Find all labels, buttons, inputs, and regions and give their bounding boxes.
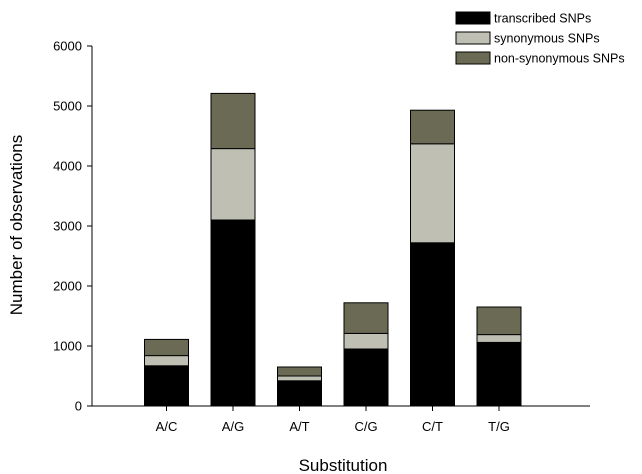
bar-transcribed-snps-a-g [210,219,256,407]
x-tick-label: A/G [222,419,244,434]
y-tick-label: 3000 [53,219,82,234]
y-tick-label: 0 [75,399,82,414]
bar-synonymous-snps-c-g [343,332,389,350]
bar-synonymous-snps-a-t [277,375,322,382]
bar-synonymous-snps-t-g [476,334,522,343]
bar-non-synonymous-snps-c-t [410,109,455,145]
y-tick-label: 2000 [53,279,82,294]
x-tick-label: A/T [289,419,309,434]
y-tick-label: 1000 [53,339,82,354]
bar-synonymous-snps-a-c [144,355,189,367]
y-tick-label: 4000 [53,159,82,174]
legend-label-synonymous-snps: synonymous SNPs [494,32,600,46]
x-tick-label: C/G [354,419,377,434]
bar-transcribed-snps-c-g [343,348,389,407]
plot-area [144,92,522,407]
x-tick-label: C/T [422,419,443,434]
bar-non-synonymous-snps-t-g [476,306,522,336]
legend-swatch-non-synonymous-snps [455,51,491,65]
bar-non-synonymous-snps-a-g [210,92,256,150]
legend-label-non-synonymous-snps: non-synonymous SNPs [494,52,625,66]
bar-transcribed-snps-c-t [410,242,455,407]
bar-synonymous-snps-c-t [410,143,455,244]
bar-non-synonymous-snps-c-g [343,302,389,334]
legend: transcribed SNPs synonymous SNPs non-synon… [455,11,625,66]
y-axis: 0 1000 2000 3000 4000 5000 6000 [53,39,93,414]
y-axis-title: Number of observations [7,135,26,315]
bar-synonymous-snps-a-g [210,148,256,221]
y-tick-label: 5000 [53,99,82,114]
legend-swatch-synonymous-snps [455,31,491,45]
bar-transcribed-snps-a-c [144,365,189,407]
bar-non-synonymous-snps-a-c [144,338,189,357]
y-tick-label: 6000 [53,39,82,54]
x-axis-title: Substitution [299,456,388,474]
legend-swatch-transcribed-snps [455,11,491,25]
bar-transcribed-snps-t-g [476,341,522,407]
x-tick-label: A/C [156,419,178,434]
legend-label-transcribed-snps: transcribed SNPs [494,12,591,26]
x-axis: A/C A/G A/T C/G C/T T/G [92,405,590,434]
bar-transcribed-snps-a-t [277,380,322,407]
x-tick-label: T/G [488,419,510,434]
bar-non-synonymous-snps-a-t [277,366,322,377]
